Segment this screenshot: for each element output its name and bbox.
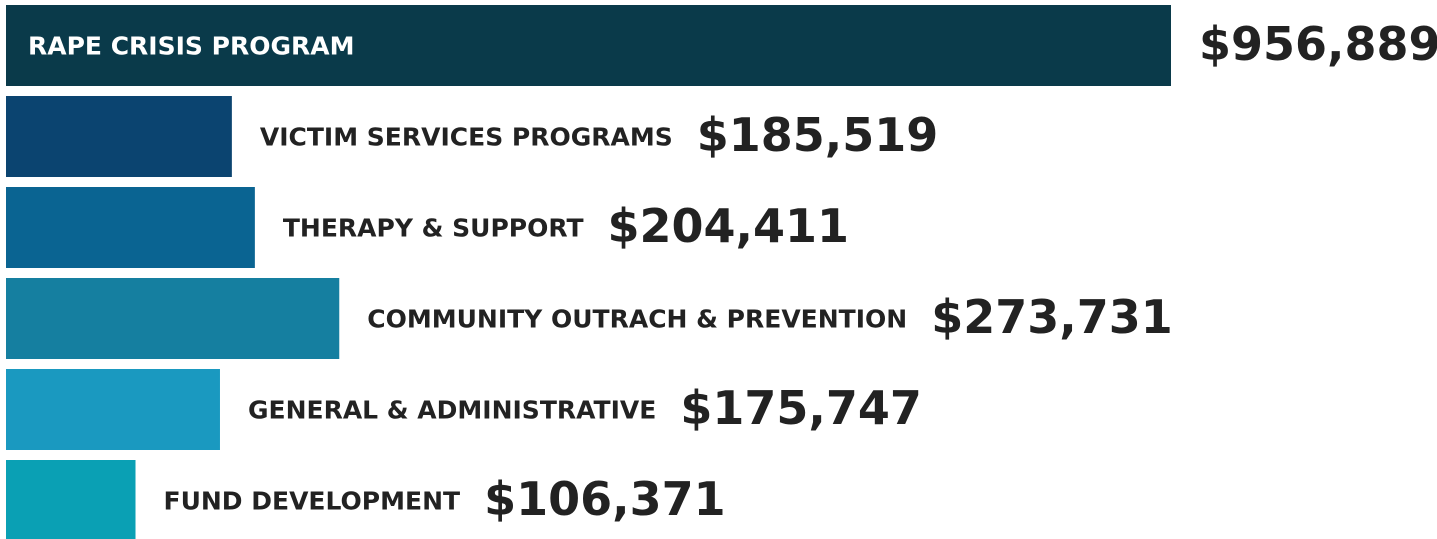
value-label: $106,371 <box>484 472 726 526</box>
bar <box>6 5 1171 86</box>
category-label: THERAPY & SUPPORT <box>283 214 584 243</box>
value-label: $204,411 <box>608 199 850 253</box>
value-label: $185,519 <box>697 108 939 162</box>
category-label: COMMUNITY OUTRACH & PREVENTION <box>367 305 907 334</box>
bar <box>6 460 136 539</box>
category-label: FUND DEVELOPMENT <box>164 487 461 516</box>
value-label: $175,747 <box>680 381 922 435</box>
value-label: $273,731 <box>931 290 1173 344</box>
category-label: RAPE CRISIS PROGRAM <box>28 32 354 61</box>
category-label: VICTIM SERVICES PROGRAMS <box>260 123 673 152</box>
bar <box>6 96 232 177</box>
category-label: GENERAL & ADMINISTRATIVE <box>248 396 656 425</box>
value-label: $956,889 <box>1199 17 1437 71</box>
bar <box>6 187 255 268</box>
bar <box>6 369 220 450</box>
bar <box>6 278 340 359</box>
